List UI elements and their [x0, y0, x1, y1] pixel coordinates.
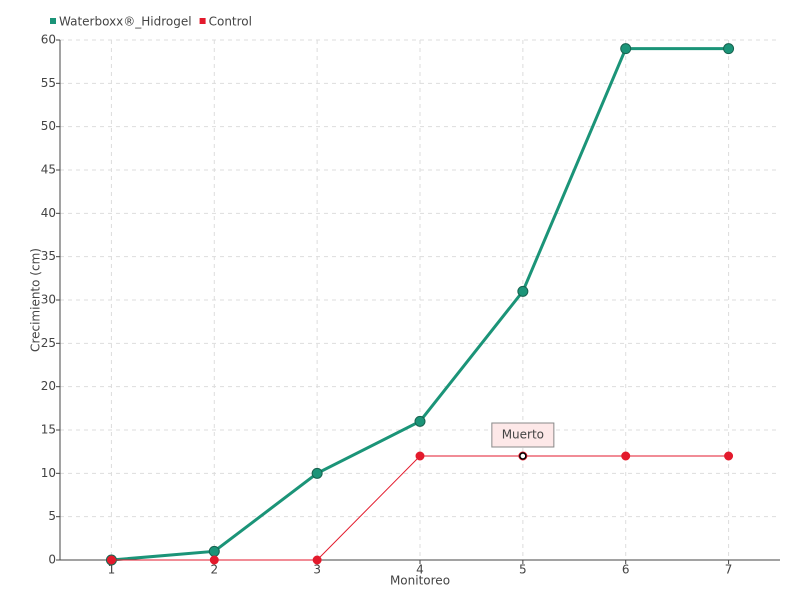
data-point [724, 451, 734, 461]
x-tick-label: 4 [416, 563, 424, 577]
x-tick-label: 6 [622, 563, 630, 577]
y-tick-label: 55 [41, 76, 56, 90]
y-tick-label: 15 [41, 423, 56, 437]
annotation-marker [519, 452, 527, 460]
y-tick-label: 60 [41, 33, 56, 47]
x-tick-label: 5 [519, 563, 527, 577]
legend-swatch [199, 18, 206, 24]
data-point [312, 555, 322, 565]
x-tick-label: 2 [210, 563, 218, 577]
y-tick-label: 25 [41, 336, 56, 350]
y-tick-label: 45 [41, 163, 56, 177]
data-point [517, 285, 529, 297]
data-point [620, 43, 632, 55]
data-point [621, 451, 631, 461]
y-tick-label: 30 [41, 293, 56, 307]
x-tick-label: 1 [108, 563, 116, 577]
y-tick-label: 40 [41, 206, 56, 220]
data-point [209, 555, 219, 565]
legend-swatch [50, 18, 56, 24]
x-tick-label: 3 [313, 563, 321, 577]
y-tick-label: 50 [41, 119, 56, 133]
annotation-text: Muerto [502, 428, 544, 442]
annotation-box [491, 422, 555, 448]
y-tick-label: 10 [41, 466, 56, 480]
data-point [415, 451, 425, 461]
x-tick-label: 7 [725, 563, 733, 577]
data-point [414, 415, 426, 427]
data-point [208, 545, 220, 557]
y-tick-label: 0 [48, 553, 56, 567]
data-point [723, 43, 735, 55]
y-tick-label: 20 [41, 379, 56, 393]
x-axis-label: Monitoreo [390, 574, 450, 588]
y-tick-label: 35 [41, 249, 56, 263]
data-point [106, 555, 116, 565]
data-point [311, 467, 323, 479]
legend-label: Control [209, 15, 252, 29]
legend-label: Waterboxx®_Hidrogel [59, 15, 192, 29]
y-axis-label: Crecimiento (cm) [29, 248, 43, 352]
y-tick-label: 5 [48, 509, 56, 523]
